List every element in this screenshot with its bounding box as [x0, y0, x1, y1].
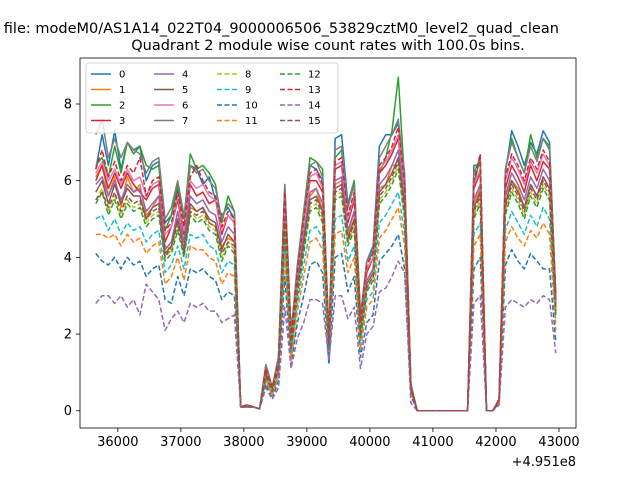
legend-label-7: 7	[182, 116, 188, 127]
legend-label-5: 5	[182, 85, 188, 96]
x-tick-label: 42000	[475, 435, 516, 450]
legend-label-4: 4	[182, 70, 188, 81]
series-line-9	[95, 191, 557, 412]
series-line-12	[95, 168, 557, 412]
y-axis: 0 2 4 6 8	[64, 98, 80, 419]
legend-label-0: 0	[119, 70, 125, 81]
x-tick-label: 36000	[97, 435, 138, 450]
x-tick-label: 38000	[223, 435, 264, 450]
legend-label-15: 15	[308, 116, 321, 127]
legend-box	[85, 62, 339, 134]
y-tick-label: 6	[64, 174, 72, 189]
legend-label-9: 9	[245, 85, 251, 96]
x-tick-label: 37000	[160, 435, 201, 450]
legend-label-10: 10	[245, 101, 258, 112]
x-tick-label: 43000	[538, 435, 579, 450]
x-tick-label: 41000	[412, 435, 453, 450]
x-tick-label: 39000	[286, 435, 327, 450]
y-tick-label: 8	[64, 98, 72, 113]
plot-lines-group	[95, 76, 557, 412]
x-tick-label: 40000	[349, 435, 390, 450]
legend-label-2: 2	[119, 101, 125, 112]
series-line-14	[95, 260, 557, 412]
legend-label-13: 13	[308, 85, 321, 96]
y-tick-label: 0	[64, 404, 72, 419]
figure-suptitle: n file: modeM0/AS1A14_022T04_9000006506_…	[0, 21, 559, 37]
series-line-11	[95, 206, 557, 412]
legend-label-11: 11	[245, 116, 258, 127]
legend-label-1: 1	[119, 85, 125, 96]
axes-frame	[79, 57, 577, 429]
series-line-10	[95, 233, 557, 412]
y-tick-label: 2	[64, 328, 72, 343]
legend-label-14: 14	[308, 101, 321, 112]
chart-title: Quadrant 2 module wise count rates with …	[131, 38, 525, 54]
legend-label-3: 3	[119, 116, 125, 127]
series-line-15	[95, 160, 557, 412]
x-axis: 36000 37000 38000 39000 40000 41000 42000 43000	[97, 428, 580, 450]
y-tick-label: 4	[64, 251, 72, 266]
legend-label-12: 12	[308, 70, 321, 81]
legend-label-8: 8	[245, 70, 251, 81]
x-offset-label: +4.951e8	[512, 455, 576, 470]
series-line-13	[95, 126, 557, 412]
legend-label-6: 6	[182, 101, 188, 112]
